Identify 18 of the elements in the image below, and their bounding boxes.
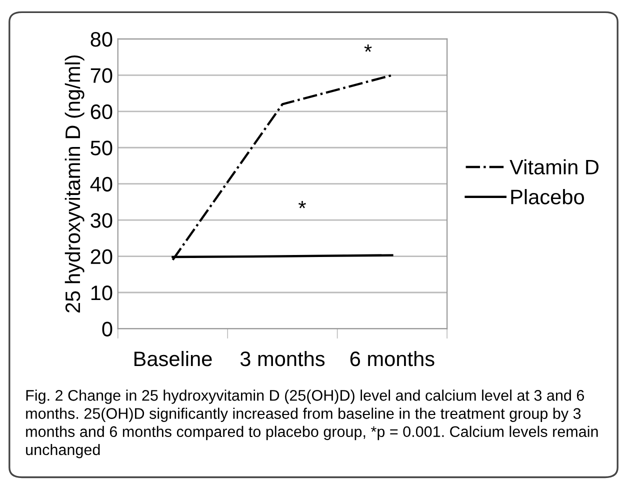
x-tick-label: 6 months: [350, 350, 434, 366]
y-tick-label: 10: [91, 286, 112, 300]
y-tick-label: 20: [90, 249, 112, 264]
y-tick-label: 30: [90, 213, 112, 228]
annotation: *: [364, 44, 372, 52]
annotation: *: [298, 200, 306, 208]
y-axis-title: 25 hydroxyvitamin D (ng/ml): [64, 55, 84, 312]
caption: Fig. 2 Change in 25 hydroxyvitamin D (25(OH)D) level and calcium level at 3 and 6 months. 25(OH)D significantly increased from baseline in the treatment group by 3 months and 6 months compared to placebo group, *p = 0.001. Calcium levels remain unchanged: [26, 390, 598, 458]
legend-label: Vitamin D: [510, 159, 598, 175]
y-tick-label: 0: [102, 322, 112, 336]
y-tick-label: 70: [90, 68, 112, 83]
y-tick-label: 80: [90, 32, 112, 47]
legend-label: Placebo: [511, 189, 584, 204]
y-tick-label: 40: [90, 176, 112, 192]
x-tick-label: Baseline: [134, 350, 212, 366]
y-tick-label: 60: [90, 104, 112, 120]
x-tick-label: 3 months: [240, 350, 325, 366]
y-tick-label: 50: [90, 140, 112, 156]
